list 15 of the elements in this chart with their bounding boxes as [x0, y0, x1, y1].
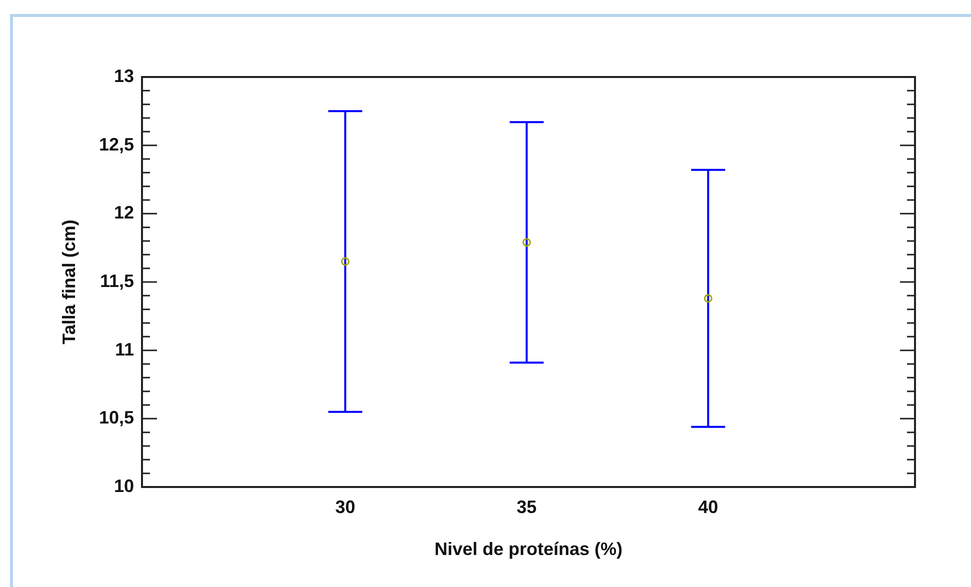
- y-tick-label: 11: [114, 339, 134, 360]
- x-axis-title: Nivel de proteínas (%): [434, 539, 623, 560]
- y-tick-label: 11,5: [100, 270, 134, 291]
- point: [704, 294, 712, 303]
- y-axis-title: Talla final (cm): [58, 220, 79, 344]
- point: [340, 257, 350, 266]
- y-tick-label: 12: [114, 202, 134, 223]
- x-tick-label: 40: [698, 496, 718, 517]
- y-tick-label: 10: [114, 476, 134, 496]
- y-tick-label: 10,5: [98, 408, 134, 428]
- x-tick-label: 35: [516, 496, 537, 517]
- point: [522, 238, 531, 247]
- y-tick-label: 13: [114, 66, 134, 86]
- y-tick-label: 12,5: [98, 134, 134, 154]
- x-tick-label: 30: [335, 496, 356, 517]
